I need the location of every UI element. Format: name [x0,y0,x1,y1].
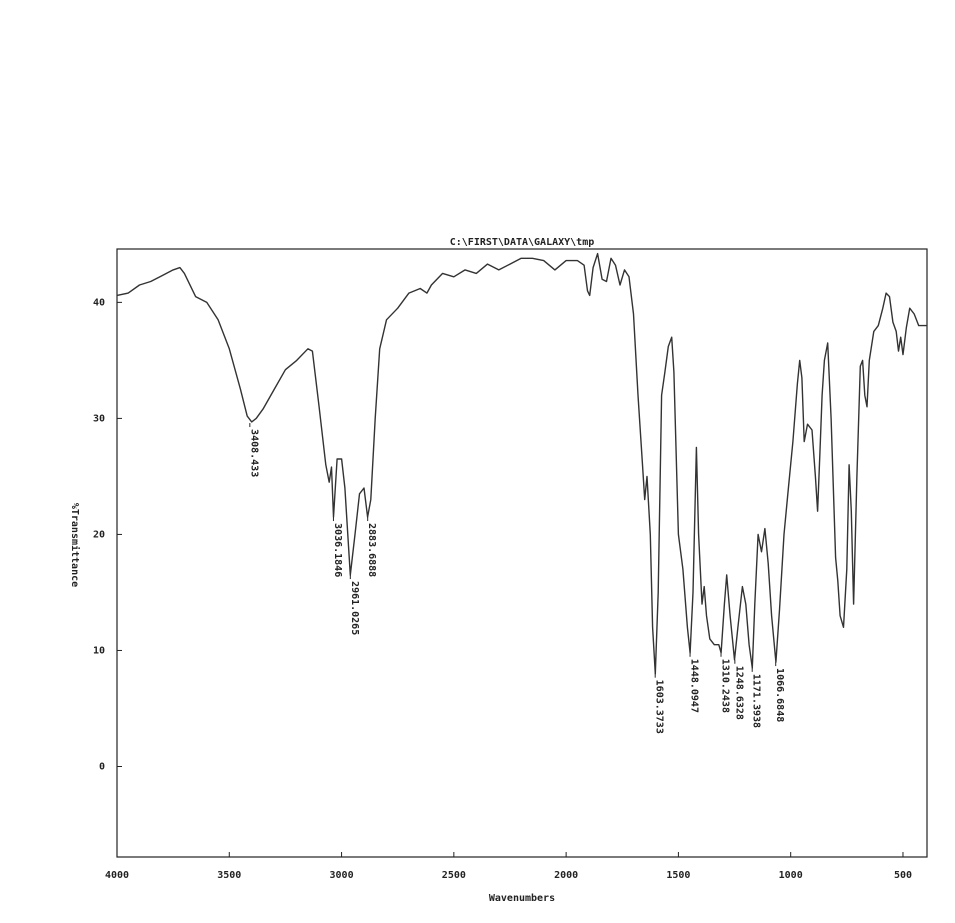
peak-label: 3408.433 [248,429,259,477]
y-tick-label: 10 [93,645,105,656]
y-tick-label: 20 [93,529,105,540]
x-tick-label: 1000 [779,870,803,881]
peak-label: 3036.1846 [332,523,343,577]
peak-label: 2961.0265 [349,581,360,635]
y-tick-label: 30 [93,413,105,424]
plot-frame [116,248,928,858]
peak-label: 1603.3733 [654,680,665,734]
y-tick-label: 40 [93,297,105,308]
peak-label: 1066.6848 [774,668,785,722]
x-tick-label: 3000 [330,870,354,881]
peak-label: 2883.6888 [366,523,377,577]
x-tick-label: 4000 [105,870,129,881]
x-tick-label: 2000 [554,870,578,881]
x-tick-label: 2500 [442,870,466,881]
peak-label: 1448.0947 [689,659,700,713]
y-tick-label: 0 [99,761,105,772]
x-tick-label: 3500 [217,870,241,881]
x-tick-label: 500 [894,870,912,881]
spectrum-line [116,252,927,675]
peak-label: 1248.6328 [733,666,744,720]
peak-label: 1310.2438 [720,659,731,713]
x-tick-label: 1500 [666,870,690,881]
chart-title: C:\FIRST\DATA\GALAXY\tmp [450,237,595,248]
y-axis-label: %Transmittance [69,503,81,587]
peak-label: 1171.3938 [751,674,762,728]
x-axis-label: Wavenumbers [489,893,555,904]
